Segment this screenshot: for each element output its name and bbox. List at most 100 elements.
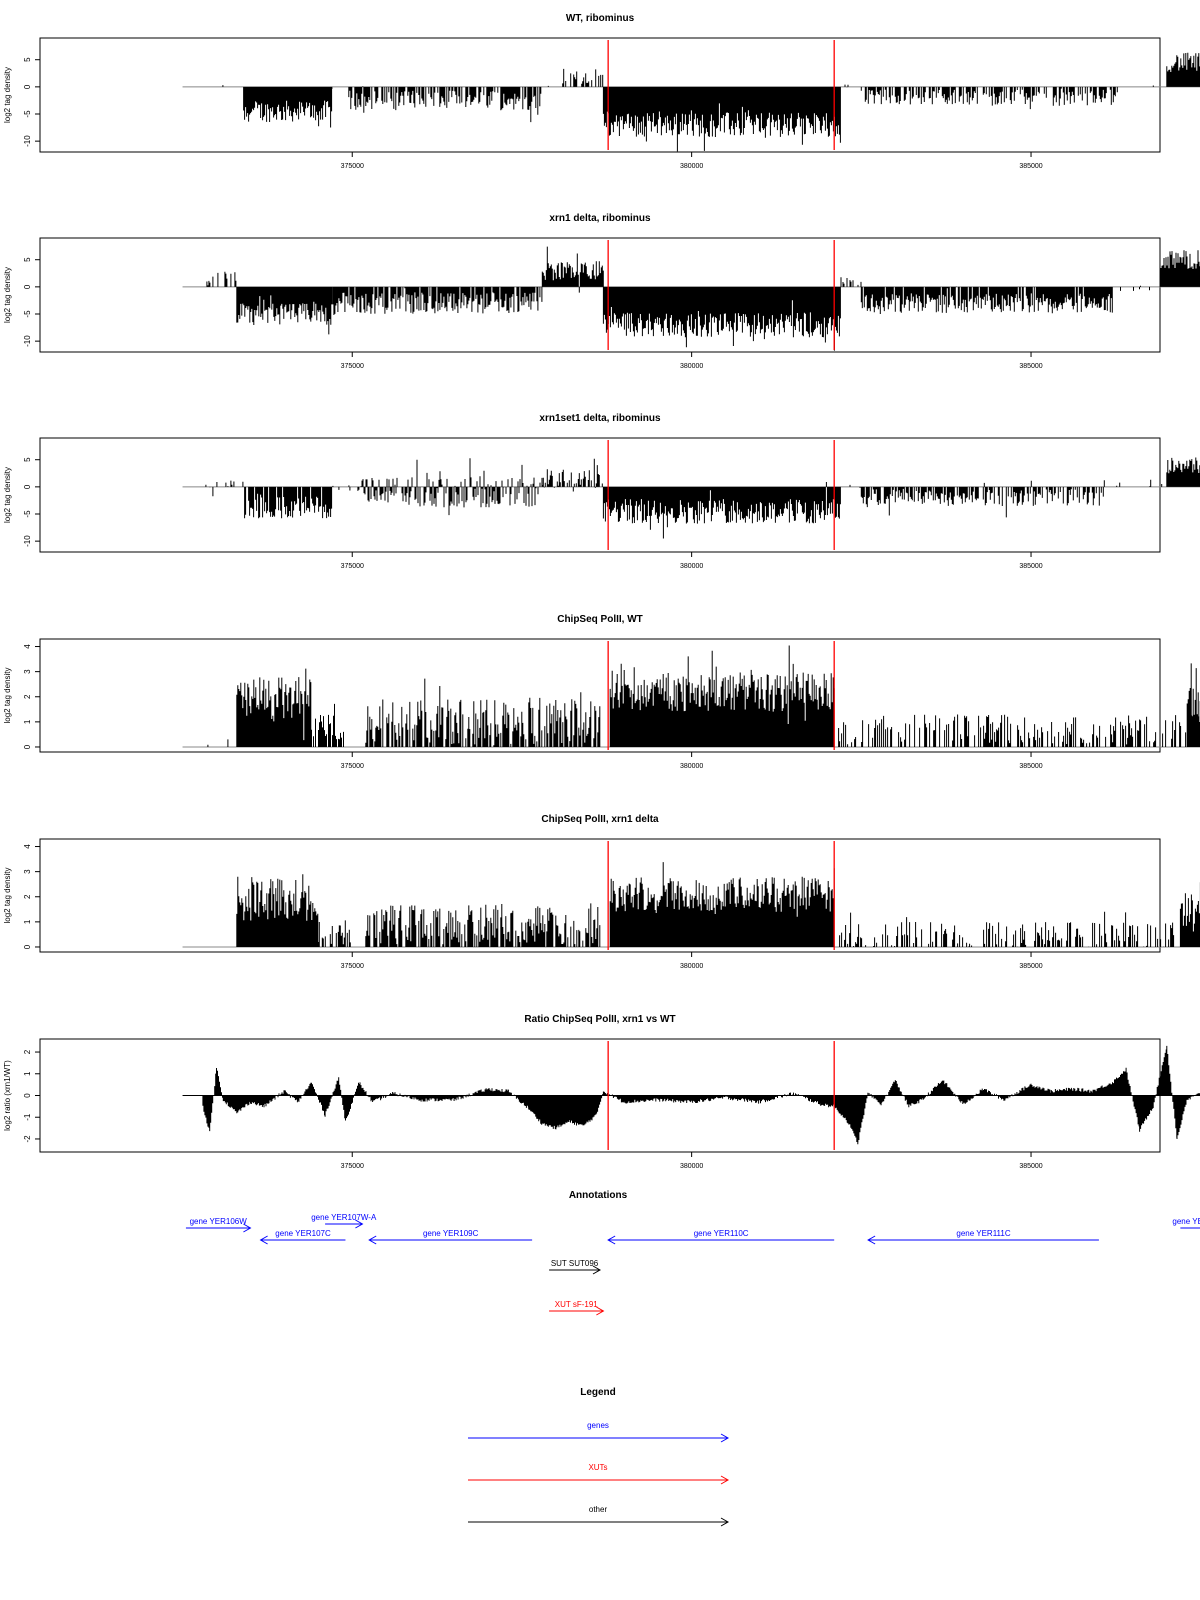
annotation-label: SUT SUT096 bbox=[551, 1259, 599, 1268]
annotations-panel: Annotations gene YER106W gene YER107W-A gen… bbox=[185, 1190, 1200, 1316]
x-tick-label: 375000 bbox=[341, 763, 364, 770]
y-tick-label: 0 bbox=[23, 944, 32, 949]
annotation-label: XUT sF-191 bbox=[555, 1300, 599, 1309]
annotation-label: gene YER107W-A bbox=[311, 1213, 377, 1222]
y-tick-label: 0 bbox=[23, 744, 32, 749]
x-tick-label: 375000 bbox=[341, 563, 364, 570]
y-tick-label: 2 bbox=[23, 894, 32, 899]
x-tick-label: 380000 bbox=[680, 163, 703, 170]
annotation-label: gene YER107C bbox=[275, 1229, 331, 1238]
x-tick-label: 380000 bbox=[680, 1163, 703, 1170]
panel-3: xrn1set1 delta, ribominus log2 tag densit… bbox=[3, 413, 1200, 570]
y-axis-label: log2 tag density bbox=[3, 667, 12, 723]
x-tick-label: 385000 bbox=[1019, 763, 1042, 770]
legend-label: genes bbox=[587, 1421, 609, 1430]
y-tick-label: -1 bbox=[23, 1113, 32, 1121]
x-tick-label: 375000 bbox=[341, 363, 364, 370]
y-tick-label: -5 bbox=[23, 510, 32, 518]
y-tick-label: 5 bbox=[23, 457, 32, 462]
y-tick-label: 1 bbox=[23, 919, 32, 924]
panel-title: xrn1set1 delta, ribominus bbox=[539, 413, 661, 424]
plot-frame bbox=[39, 237, 1161, 353]
y-tick-label: -10 bbox=[23, 135, 32, 147]
arrow-head bbox=[259, 1235, 268, 1245]
annotation-label: gene YER109C bbox=[423, 1229, 479, 1238]
y-tick-label: -5 bbox=[23, 310, 32, 318]
y-tick-label: 1 bbox=[23, 1071, 32, 1076]
legend-title: Legend bbox=[580, 1387, 616, 1398]
x-tick-label: 385000 bbox=[1019, 1163, 1042, 1170]
panel-6: Ratio ChipSeq PolII, xrn1 vs WT log2 rati… bbox=[3, 1014, 1200, 1170]
x-tick-label: 375000 bbox=[341, 163, 364, 170]
y-tick-label: 3 bbox=[23, 869, 32, 874]
y-tick-label: -10 bbox=[23, 535, 32, 547]
arrow-head bbox=[720, 1433, 730, 1443]
annotation-label: gene YER112W bbox=[1172, 1217, 1200, 1226]
panel-title: Ratio ChipSeq PolII, xrn1 vs WT bbox=[524, 1014, 675, 1025]
panel-title: ChipSeq PolII, WT bbox=[557, 614, 643, 625]
x-tick-label: 375000 bbox=[341, 1163, 364, 1170]
y-tick-label: 4 bbox=[23, 644, 32, 649]
x-tick-label: 385000 bbox=[1019, 363, 1042, 370]
annotation-label: gene YER106W bbox=[190, 1217, 248, 1226]
y-tick-label: 1 bbox=[23, 719, 32, 724]
y-tick-label: 3 bbox=[23, 669, 32, 674]
x-tick-label: 380000 bbox=[680, 563, 703, 570]
y-tick-label: -2 bbox=[23, 1135, 32, 1143]
arrow-head bbox=[355, 1219, 364, 1229]
data-bars bbox=[205, 457, 1200, 539]
y-tick-label: 0 bbox=[23, 1093, 32, 1098]
y-tick-label: 4 bbox=[23, 844, 32, 849]
y-tick-label: -10 bbox=[23, 335, 32, 347]
arrow-head bbox=[607, 1235, 616, 1245]
y-tick-label: 2 bbox=[23, 694, 32, 699]
y-axis-label: log2 tag density bbox=[3, 867, 12, 923]
data-bars bbox=[206, 246, 1200, 351]
panel-5: ChipSeq PolII, xrn1 delta log2 tag densit… bbox=[3, 814, 1200, 970]
annotation-label: gene YER110C bbox=[694, 1229, 749, 1238]
data-bars bbox=[222, 52, 1200, 152]
legend-label: other bbox=[589, 1505, 608, 1514]
arrow-head bbox=[592, 1265, 602, 1275]
y-axis-label: log2 tag density bbox=[3, 67, 12, 123]
x-tick-label: 385000 bbox=[1019, 963, 1042, 970]
arrow-head bbox=[867, 1235, 876, 1245]
arrow-head bbox=[596, 1306, 605, 1316]
arrow-head bbox=[720, 1475, 730, 1485]
x-tick-label: 385000 bbox=[1019, 163, 1042, 170]
arrow-head bbox=[720, 1517, 730, 1527]
x-tick-label: 375000 bbox=[341, 963, 364, 970]
y-tick-label: 5 bbox=[23, 57, 32, 62]
x-tick-label: 380000 bbox=[680, 363, 703, 370]
data-bars bbox=[207, 645, 1200, 747]
annotation-label: gene YER111C bbox=[956, 1229, 1010, 1238]
panel-title: ChipSeq PolII, xrn1 delta bbox=[541, 814, 659, 825]
legend-panel: Legend genes XUTs other bbox=[468, 1387, 730, 1527]
data-bars bbox=[236, 862, 1200, 947]
panel-4: ChipSeq PolII, WT log2 tag density 0 1 2 3 4 37… bbox=[3, 614, 1200, 770]
y-tick-label: -5 bbox=[23, 110, 32, 118]
y-tick-label: 2 bbox=[23, 1049, 32, 1054]
y-axis-label: log2 tag density bbox=[3, 467, 12, 523]
arrow-head bbox=[243, 1223, 252, 1233]
plot-frame bbox=[39, 838, 1161, 953]
plot-frame bbox=[39, 437, 1161, 553]
y-tick-label: 0 bbox=[23, 284, 32, 289]
y-tick-label: 5 bbox=[23, 257, 32, 262]
plot-frame bbox=[39, 37, 1161, 153]
x-tick-label: 385000 bbox=[1019, 563, 1042, 570]
y-tick-label: 0 bbox=[23, 84, 32, 89]
arrow-head bbox=[368, 1235, 377, 1245]
x-tick-label: 380000 bbox=[680, 763, 703, 770]
y-tick-label: 0 bbox=[23, 484, 32, 489]
plot-frame bbox=[39, 638, 1161, 753]
panel-2: xrn1 delta, ribominus log2 tag density 5 0 -… bbox=[3, 213, 1200, 370]
panel-title: xrn1 delta, ribominus bbox=[549, 213, 651, 224]
y-axis-label: log2 ratio (xrn1/WT) bbox=[3, 1060, 12, 1131]
panel-1: WT, ribominus log2 tag density 5 0 -5 -10 3750… bbox=[3, 13, 1200, 170]
legend-label: XUTs bbox=[588, 1463, 607, 1472]
x-tick-label: 380000 bbox=[680, 963, 703, 970]
annotations-title: Annotations bbox=[569, 1190, 628, 1201]
